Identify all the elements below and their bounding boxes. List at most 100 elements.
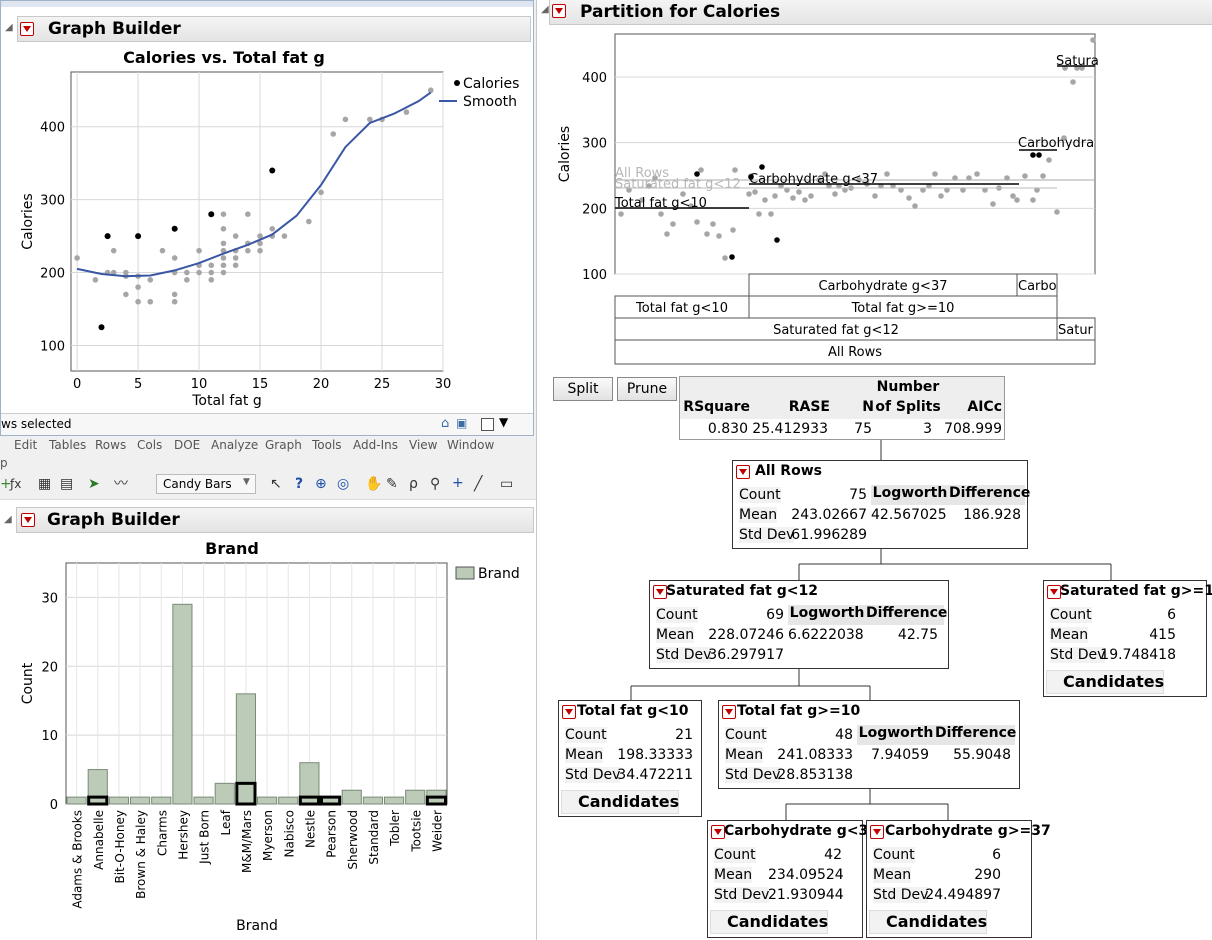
table-select[interactable]: Candy Bars ▼	[156, 474, 256, 494]
prune-button[interactable]: Prune	[617, 377, 677, 401]
data-point	[220, 269, 227, 276]
selected-data-point	[759, 164, 765, 170]
menu-doe[interactable]: DOE	[174, 438, 201, 452]
status-text: ws selected	[1, 417, 72, 431]
data-point	[208, 269, 215, 276]
menu-edit[interactable]: Edit	[14, 438, 38, 452]
save-icon[interactable]: ▣	[456, 416, 468, 430]
overlay-label-carbohydrate: Carbohydrate g<37	[749, 172, 878, 187]
plus-tool-icon[interactable]: +	[452, 475, 464, 491]
collapse-arrow-icon[interactable]: ◢	[4, 514, 12, 525]
plus-icon[interactable]: +	[0, 476, 12, 492]
count-value: 21	[675, 727, 693, 743]
mean-label: Mean	[656, 627, 695, 643]
table-icon[interactable]: ▤	[60, 476, 74, 492]
selected-bar-outline	[87, 795, 109, 806]
red-triangle-menu-icon[interactable]	[562, 705, 576, 719]
menu-tools[interactable]: Tools	[312, 438, 342, 452]
menu-cols[interactable]: Cols	[137, 438, 163, 452]
x-tick-label: Hershey	[176, 810, 190, 860]
annotate-icon[interactable]: ▭	[500, 476, 514, 492]
red-triangle-menu-icon[interactable]	[1047, 585, 1061, 599]
dropdown-icon[interactable]: ▼	[499, 415, 509, 429]
red-triangle-menu-icon[interactable]	[21, 513, 35, 527]
col-spacer-2	[942, 377, 1004, 399]
data-point	[652, 175, 658, 181]
magnifier-icon[interactable]: ⚲	[430, 476, 441, 492]
crosshair-icon[interactable]: ⊕	[315, 476, 327, 492]
x-tick-label: 5	[134, 377, 142, 392]
data-point	[790, 195, 796, 201]
home-icon[interactable]: ⌂	[441, 416, 450, 431]
brush-icon[interactable]: ✎	[386, 476, 398, 492]
menu-view[interactable]: View	[409, 438, 438, 452]
data-table-icon[interactable]: ▦	[38, 476, 52, 492]
bar	[257, 796, 278, 805]
val-splits: 3	[923, 421, 932, 437]
candidates-button[interactable]: Candidates	[710, 910, 828, 934]
arrow-cursor-icon[interactable]: ↖	[270, 476, 282, 492]
selected-data-point	[98, 324, 105, 331]
data-point	[1070, 79, 1076, 85]
logworth-header: Logworth	[788, 605, 866, 625]
node-carbohydrate-lt-37: Carbohydrate g<37 Count 42 Mean 234.0952…	[707, 820, 878, 938]
red-triangle-menu-icon[interactable]	[552, 4, 566, 18]
candidates-button[interactable]: Candidates	[1046, 670, 1164, 694]
split-button[interactable]: Split	[553, 377, 613, 401]
red-triangle-menu-icon[interactable]	[736, 465, 750, 479]
selected-data-point	[104, 233, 111, 240]
data-point	[710, 221, 716, 227]
help-icon[interactable]: ?	[295, 476, 304, 492]
count-value: 6	[1167, 607, 1176, 623]
formula-icon[interactable]: ƒx	[10, 477, 22, 491]
red-triangle-menu-icon[interactable]	[711, 825, 725, 839]
selected-data-point	[774, 237, 780, 243]
mean-label: Mean	[714, 867, 753, 883]
data-point	[808, 193, 814, 199]
chart-icon[interactable]: 〰	[114, 476, 128, 492]
red-triangle-menu-icon[interactable]	[870, 825, 884, 839]
menu-rows[interactable]: Rows	[95, 438, 127, 452]
top-graph-window: ◢ Graph Builder Calories vs. Total fat g…	[0, 0, 534, 436]
lasso-icon[interactable]: ◎	[337, 476, 350, 492]
col-rase: RASE	[750, 399, 830, 419]
x-tick-label: Brown & Haley	[134, 810, 148, 899]
hand-icon[interactable]: ✋	[365, 476, 383, 492]
data-point	[802, 197, 808, 203]
difference-header: Difference	[949, 485, 1030, 505]
chevron-down-icon: ▼	[243, 477, 250, 487]
col-n: N	[830, 399, 874, 419]
menu-graph[interactable]: Graph	[265, 438, 302, 452]
std-value: 19.748418	[1100, 647, 1176, 663]
selected-data-point	[694, 171, 700, 177]
checkbox-icon[interactable]	[481, 418, 494, 431]
red-triangle-menu-icon[interactable]	[20, 22, 34, 36]
run-script-icon[interactable]: ➤	[88, 476, 100, 492]
collapse-arrow-icon[interactable]: ◢	[541, 4, 549, 15]
partition-header[interactable]: Partition for Calories	[549, 0, 1212, 25]
red-triangle-menu-icon[interactable]	[653, 585, 667, 599]
graph-builder-header[interactable]: Graph Builder	[16, 507, 534, 533]
mean-value: 243.02667	[791, 507, 867, 523]
summary-table: RSquare RASE N Number of Splits AICc 0.8…	[679, 376, 1005, 440]
data-point	[257, 233, 263, 239]
y-axis-label: Count	[20, 662, 36, 704]
data-point	[772, 193, 778, 199]
lasso-select-icon[interactable]: ρ	[409, 476, 418, 492]
menu-add-ins[interactable]: Add-Ins	[353, 438, 398, 452]
logworth-header: Logworth	[871, 485, 949, 505]
candidates-button[interactable]: Candidates	[869, 910, 987, 934]
menu-tables[interactable]: Tables	[49, 438, 87, 452]
line-tool-icon[interactable]: ╱	[474, 476, 483, 492]
collapse-arrow-icon[interactable]: ◢	[5, 22, 13, 33]
data-point	[330, 131, 337, 137]
candidates-button[interactable]: Candidates	[561, 790, 679, 814]
menu-analyze[interactable]: Analyze	[211, 438, 259, 452]
graph-builder-header[interactable]: Graph Builder	[17, 16, 531, 42]
data-point	[768, 211, 774, 217]
legend-label: Brand	[478, 566, 520, 582]
menu-window[interactable]: Window	[447, 438, 495, 452]
data-point	[932, 171, 938, 177]
data-point	[974, 171, 980, 177]
red-triangle-menu-icon[interactable]	[722, 705, 736, 719]
